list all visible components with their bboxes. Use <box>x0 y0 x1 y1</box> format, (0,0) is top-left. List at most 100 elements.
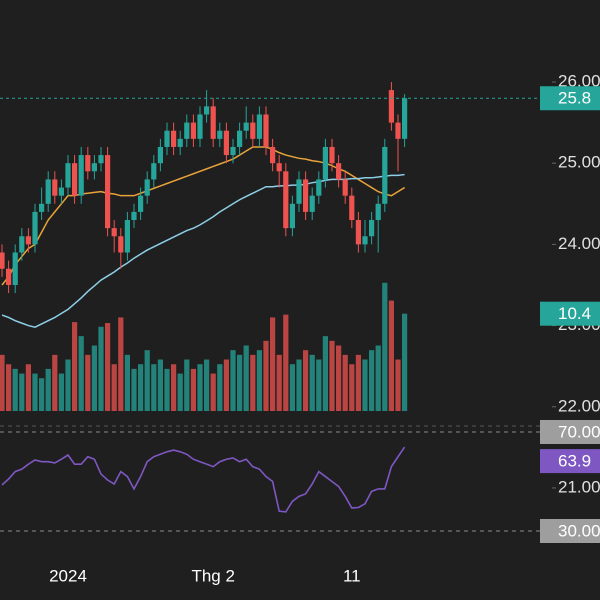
candle-body <box>197 114 203 139</box>
volume-bar <box>171 364 177 411</box>
volume-bar <box>85 354 91 411</box>
volume-bar <box>243 345 249 411</box>
candle-body <box>171 130 177 147</box>
volume-bar <box>131 368 137 411</box>
candle-body <box>138 195 144 212</box>
volume-bar <box>25 364 31 411</box>
volume-bar <box>118 317 124 411</box>
candle-body <box>355 220 361 245</box>
volume-bar <box>256 350 262 411</box>
y-tick-label: 26.00 <box>558 71 600 90</box>
candle-body <box>111 228 117 237</box>
candle-body <box>303 179 309 212</box>
volume-bar <box>375 345 381 411</box>
value-badge <box>540 449 600 474</box>
volume-bar <box>230 350 236 411</box>
moving-average-line <box>1 173 405 328</box>
volume-bar <box>157 359 163 411</box>
volume-bar <box>217 364 223 411</box>
candle-body <box>65 163 71 188</box>
x-tick-label: 11 <box>343 566 361 585</box>
volume-bar <box>250 354 256 411</box>
volume-bar <box>349 364 355 411</box>
volume-bar <box>263 340 269 411</box>
candle-body <box>276 163 282 172</box>
volume-bar <box>177 373 183 411</box>
volume-bar <box>210 373 216 411</box>
candle-body <box>243 122 249 131</box>
y-tick-label: 21.00 <box>558 477 600 496</box>
volume-bar <box>0 354 5 411</box>
candle-body <box>45 179 51 204</box>
volume-bar <box>270 317 276 411</box>
candle-body <box>204 106 210 115</box>
candle-body <box>52 179 58 196</box>
volume-bar <box>78 336 84 411</box>
candle-body <box>6 268 12 285</box>
volume-bar <box>336 345 342 411</box>
candle-body <box>124 220 130 253</box>
y-tick-label: 25.00 <box>558 153 600 172</box>
candle-body <box>151 163 157 180</box>
candle-body <box>289 203 295 229</box>
volume-bar <box>138 364 144 411</box>
volume-bar <box>303 350 309 411</box>
candle-body <box>164 130 170 147</box>
volume-bar <box>402 313 408 411</box>
candle-body <box>270 146 276 164</box>
candle-body <box>118 236 124 253</box>
volume-bar <box>369 350 375 411</box>
candle-body <box>309 195 315 212</box>
candle-body <box>256 114 262 139</box>
volume-bar <box>72 322 78 411</box>
volume-bar <box>6 364 12 411</box>
value-badge <box>540 86 600 111</box>
value-badge-label: 30.00 <box>558 521 600 540</box>
candle-body <box>375 203 381 221</box>
candle-body <box>0 252 5 269</box>
volume-bar <box>296 359 302 411</box>
candle-body <box>217 130 223 139</box>
candle-body <box>177 138 183 147</box>
volume-bar <box>342 354 348 411</box>
candle-body <box>131 211 137 221</box>
volume-bar <box>184 359 190 411</box>
candle-body <box>98 155 104 164</box>
volume-bar <box>197 364 203 411</box>
candle-body <box>144 179 150 196</box>
value-badge-label: 63.9 <box>558 452 591 471</box>
volume-bar <box>382 282 388 411</box>
candle-body <box>39 203 45 212</box>
volume-bar <box>362 359 368 411</box>
volume-bar <box>19 373 25 411</box>
volume-bar <box>204 359 210 411</box>
candle-body <box>316 179 322 196</box>
candle-body <box>336 163 342 180</box>
candle-body <box>25 236 31 245</box>
volume-bar <box>289 364 295 411</box>
y-tick-label: 24.00 <box>558 234 600 253</box>
candle-body <box>85 155 91 172</box>
y-tick-label: 22.00 <box>558 396 600 415</box>
candle-body <box>349 195 355 221</box>
candle-body <box>105 155 111 229</box>
candle-body <box>184 122 190 139</box>
candle-body <box>78 155 84 196</box>
candle-body <box>263 114 269 147</box>
volume-bar <box>309 354 315 411</box>
candle-body <box>322 146 328 180</box>
candle-body <box>369 220 375 237</box>
volume-bar <box>98 326 104 411</box>
volume-bar <box>395 359 401 411</box>
candle-body <box>190 122 196 139</box>
candle-body <box>395 122 401 139</box>
candle-body <box>362 236 368 245</box>
candle-body <box>250 122 256 139</box>
candle-body <box>402 98 408 139</box>
value-badge <box>540 301 600 326</box>
candle-body <box>32 211 38 245</box>
volume-bar <box>276 354 282 411</box>
candle-body <box>12 252 18 285</box>
